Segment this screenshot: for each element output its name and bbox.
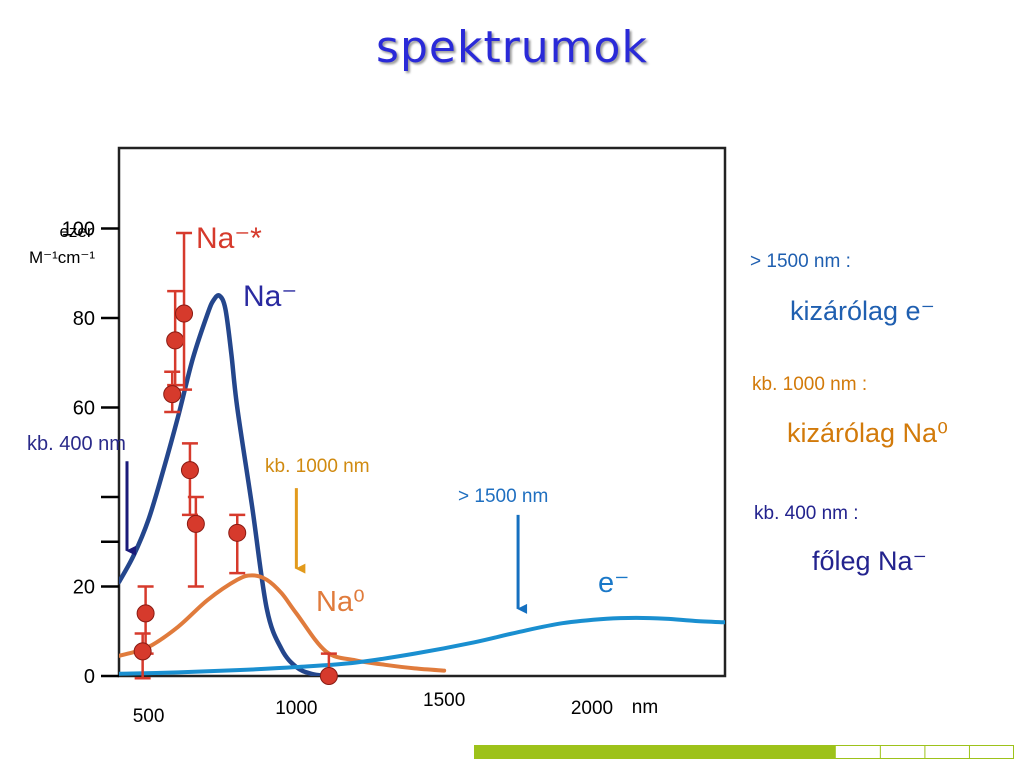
y-tick-label: 80 [73, 308, 95, 330]
data-point [166, 331, 185, 350]
data-point-group [166, 289, 185, 387]
note-1500-range: > 1500 nm : [750, 251, 851, 272]
x-tick-label: 500 [133, 706, 165, 727]
arrow-label-400: kb. 400 nm [27, 433, 126, 455]
footer-progress-bar [474, 745, 1014, 759]
x-tick-label: 1000 [275, 698, 317, 719]
data-point [186, 514, 205, 533]
note-1500-species: kizárólag e⁻ [790, 296, 935, 326]
data-point [228, 523, 247, 542]
slide-title: spektrumok [376, 22, 648, 73]
data-point-group [228, 513, 247, 575]
data-point [319, 667, 338, 685]
y-tick-label: 0 [84, 666, 95, 688]
note-1000-range: kb. 1000 nm : [752, 374, 868, 395]
footer-green-fill [474, 745, 836, 759]
data-point [175, 304, 194, 323]
label-na-minus: Na⁻ [243, 280, 297, 313]
label-na-zero: Na⁰ [316, 586, 365, 618]
arrow-label-1000: kb. 1000 nm [265, 456, 370, 477]
label-electron: e⁻ [598, 567, 629, 599]
data-point [136, 604, 155, 623]
x-unit-label: nm [632, 697, 658, 718]
y-unit-line1: ezer [59, 222, 92, 241]
data-point-group [136, 585, 155, 655]
y-tick-label: 60 [73, 398, 95, 420]
footer-outline [474, 745, 1014, 759]
note-400-range: kb. 400 nm : [754, 503, 859, 524]
data-point [180, 461, 199, 480]
series-line [119, 293, 329, 676]
points-layer [133, 231, 338, 685]
note-400-species: főleg Na⁻ [812, 546, 927, 576]
data-point-group [319, 652, 338, 685]
y-axis: 100 80 60 20 0 [62, 219, 119, 688]
x-axis: 500 1000 1500 2000 [133, 690, 613, 727]
data-point-group [163, 370, 182, 414]
arrows-layer [125, 461, 528, 614]
data-point-group [175, 231, 194, 391]
note-1000-species: kizárólag Na⁰ [787, 418, 948, 448]
y-tick-label: 100 [62, 219, 95, 241]
data-point [133, 642, 152, 661]
x-tick-label: 1500 [423, 690, 465, 711]
y-tick-label: 20 [73, 577, 95, 599]
data-point [163, 385, 182, 404]
data-point-group [186, 495, 205, 588]
data-point-group [133, 632, 152, 680]
series-line [119, 573, 447, 673]
x-tick-label: 2000 [571, 698, 613, 719]
y-unit-line2: M⁻¹cm⁻¹ [29, 248, 95, 267]
series-line [119, 615, 725, 676]
series-layer [119, 293, 725, 676]
label-na-star: Na⁻* [196, 222, 262, 255]
plot-frame [117, 146, 727, 678]
arrow-label-1500: > 1500 nm [458, 486, 549, 507]
